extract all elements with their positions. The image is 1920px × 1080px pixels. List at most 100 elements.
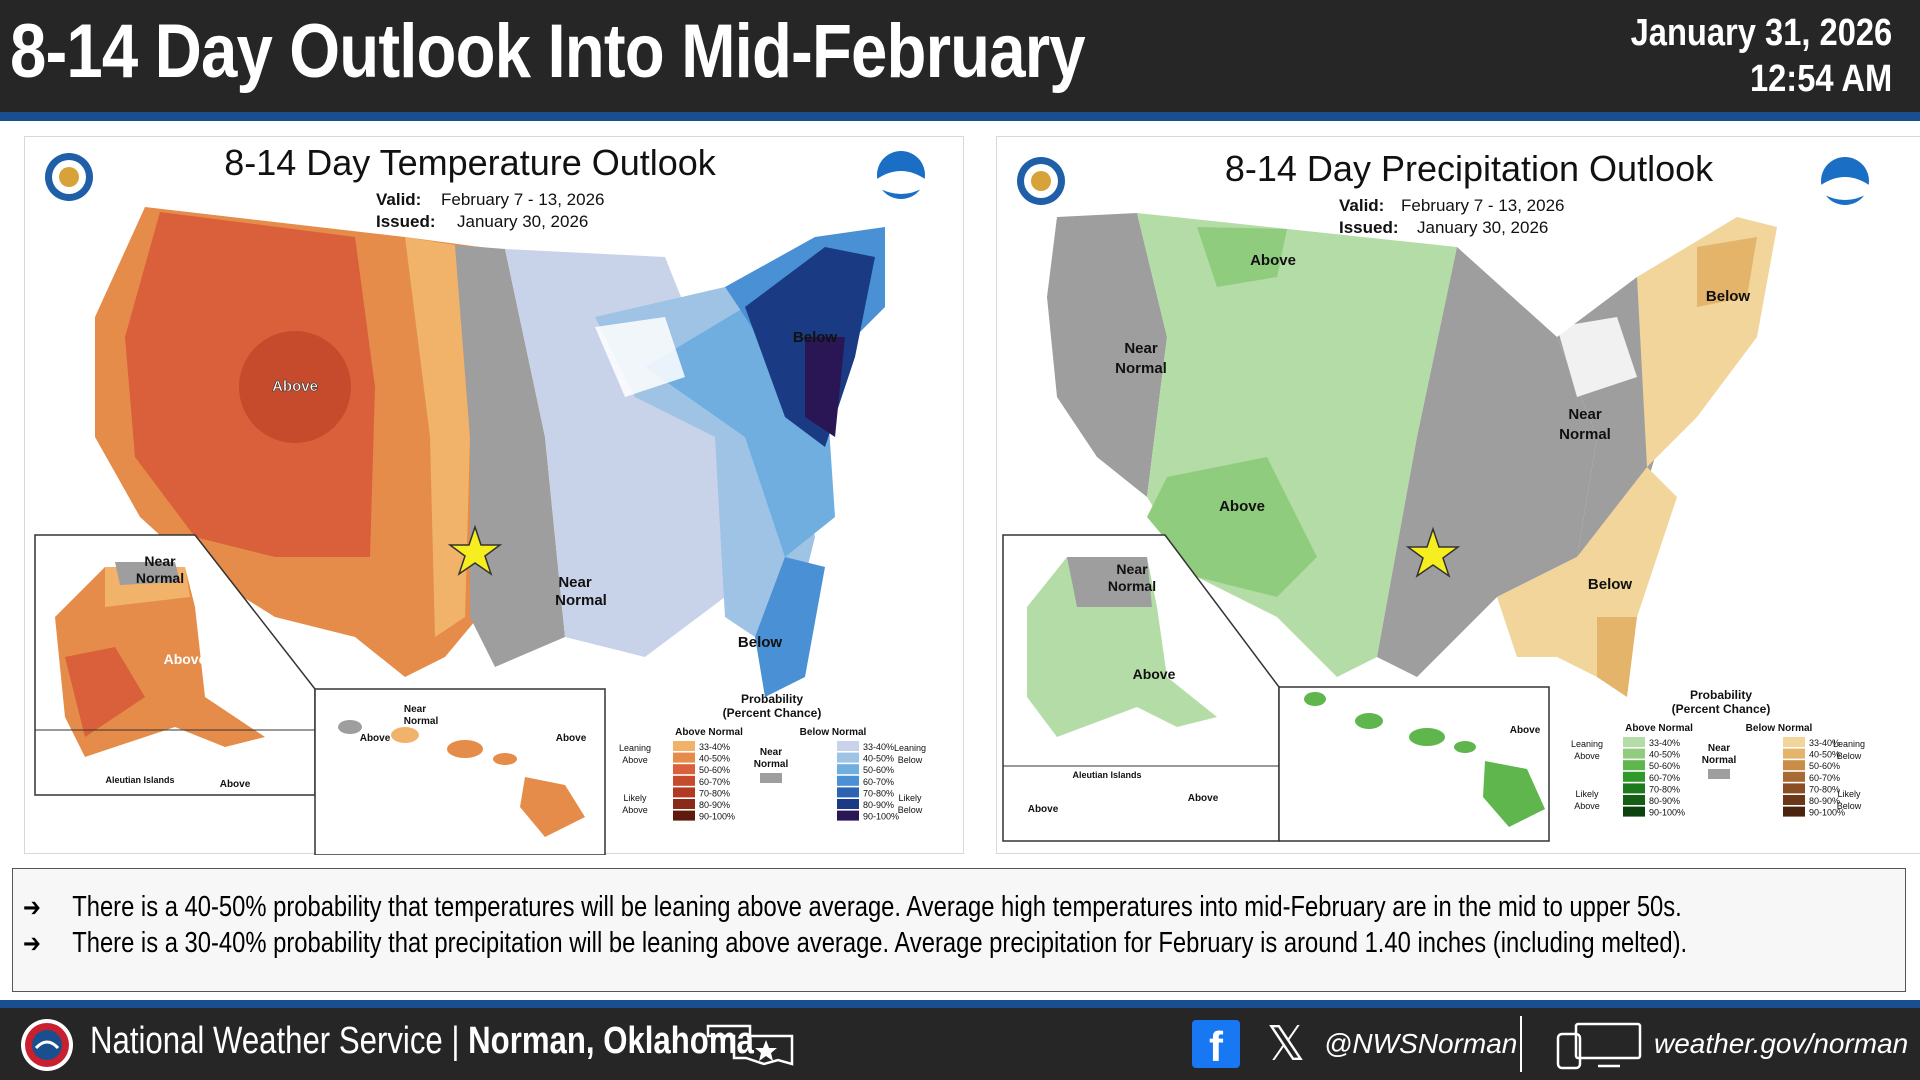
legend-swatch-below (1783, 771, 1805, 782)
aleutian-above: Above (220, 779, 251, 790)
legend-swatch-below (1783, 795, 1805, 805)
arrow-icon: ➔ (23, 893, 41, 923)
alaska-inset (1002, 534, 1280, 842)
issued-label: Issued: (376, 212, 436, 231)
legend-above-header: Above Normal (675, 727, 743, 738)
legend-range-above: 33-40% (1649, 738, 1680, 748)
page-title: 8-14 Day Outlook Into Mid-February (10, 9, 1086, 94)
valid-value: February 7 - 13, 2026 (441, 190, 604, 209)
legend-likely-above-2: Above (622, 805, 648, 815)
hi-near-1: Near (404, 704, 426, 715)
label-near-e-2: Normal (1559, 426, 1611, 443)
arrow-icon: ➔ (23, 929, 41, 959)
legend-swatch-above (1623, 783, 1645, 794)
hi-above-e: Above (556, 733, 587, 744)
info-box: ➔ There is a 40-50% probability that temp… (12, 868, 1906, 992)
label-below-ne: Below (1706, 288, 1751, 305)
legend-leaning-above-2: Above (1574, 751, 1600, 761)
footer-org: National Weather Service | (90, 1020, 469, 1062)
hi-above-w: Above (360, 733, 391, 744)
legend-swatch-below (837, 752, 859, 763)
legend-swatch-below (1783, 783, 1805, 794)
legend-leaning-above-2: Above (622, 755, 648, 765)
legend-swatch-above (673, 741, 695, 751)
legend-swatch-below (837, 741, 859, 751)
label-near-w-2: Normal (1115, 360, 1167, 377)
legend-near-2: Normal (754, 759, 789, 770)
legend-swatch-above (1623, 748, 1645, 759)
legend-swatch-below (1783, 737, 1805, 747)
temp-map-title: 8-14 Day Temperature Outlook (224, 142, 717, 183)
legend-near-2: Normal (1702, 755, 1737, 766)
aleutian-label: Aleutian Islands (105, 775, 174, 785)
date-time: January 31, 2026 12:54 AM (1630, 10, 1892, 102)
legend-swatch-above (1623, 806, 1645, 817)
ak-near-1: Near (1116, 561, 1148, 577)
legend-range-below: 90-100% (1809, 808, 1845, 818)
legend-leaning-below-2: Below (898, 755, 923, 765)
header-bar: 8-14 Day Outlook Into Mid-February Janua… (0, 0, 1920, 112)
website-link[interactable]: weather.gov/norman (1654, 1028, 1909, 1059)
precipitation-legend: Probability (Percent Chance) Above Norma… (1571, 688, 1865, 818)
norman-star-icon (447, 524, 503, 576)
legend-range-above: 50-60% (1649, 761, 1680, 771)
legend-leaning-below-1: Leaning (1833, 739, 1865, 749)
label-near-w-1: Near (1124, 340, 1158, 357)
legend-title-2: (Percent Chance) (723, 706, 822, 720)
legend-range-above: 80-90% (1649, 796, 1680, 806)
legend-below-header: Below Normal (1746, 723, 1813, 734)
social-handle[interactable]: @NWSNorman (1324, 1028, 1518, 1059)
issued-value: January 30, 2026 (1417, 218, 1548, 237)
label-below-fl: Below (1588, 576, 1633, 593)
temperature-legend: Probability (Percent Chance) Above Norma… (619, 692, 926, 822)
legend-title-1: Probability (741, 692, 803, 706)
legend-range-above: 70-80% (699, 788, 730, 798)
header-date: January 31, 2026 (1630, 12, 1892, 54)
label-above: Above (272, 378, 318, 395)
norman-star-icon (1405, 526, 1461, 578)
noaa-logo-icon (877, 151, 925, 199)
label-near-e-1: Near (1568, 406, 1602, 423)
legend-above-header: Above Normal (1625, 723, 1693, 734)
legend-range-above: 40-50% (1649, 750, 1680, 760)
info-bullet-2-text: There is a 30-40% probability that preci… (72, 927, 1688, 959)
legend-below-header: Below Normal (800, 727, 867, 738)
doc-seal-icon (1017, 157, 1065, 205)
legend-range-below: 50-60% (1809, 761, 1840, 771)
nws-logo-icon (21, 1019, 73, 1071)
ak-above: Above (164, 651, 207, 667)
label-below-fl: Below (738, 634, 783, 651)
footer-org-text: National Weather Service | Norman, Oklah… (90, 1020, 754, 1063)
oklahoma-outline-icon (706, 1024, 794, 1066)
legend-leaning-above-1: Leaning (1571, 739, 1603, 749)
legend-swatch-above (1623, 795, 1645, 805)
legend-range-above: 40-50% (699, 754, 730, 764)
valid-label: Valid: (1339, 196, 1384, 215)
precip-map-title: 8-14 Day Precipitation Outlook (1225, 148, 1714, 189)
info-bullet-1-text: There is a 40-50% probability that tempe… (72, 891, 1682, 923)
legend-range-below: 40-50% (1809, 750, 1840, 760)
legend-likely-above-1: Likely (1575, 789, 1599, 799)
legend-likely-above-1: Likely (623, 793, 647, 803)
footer-bar: National Weather Service | Norman, Oklah… (0, 1008, 1920, 1080)
legend-near-swatch (760, 773, 782, 783)
aleutian-label: Aleutian Islands (1072, 770, 1141, 780)
legend-swatch-above (1623, 771, 1645, 782)
temperature-outlook-panel: 8-14 Day Temperature Outlook Valid: Febr… (24, 136, 964, 855)
valid-label: Valid: (376, 190, 421, 209)
info-bullet-precipitation: ➔ There is a 30-40% probability that prec… (23, 927, 1687, 960)
x-icon[interactable]: 𝕏 (1266, 1016, 1306, 1072)
hawaii-inset (1278, 686, 1550, 842)
hi-above: Above (1510, 725, 1541, 736)
legend-range-below: 33-40% (863, 742, 894, 752)
facebook-icon[interactable]: f (1192, 1020, 1240, 1070)
legend-likely-below-1: Likely (898, 793, 922, 803)
ak-above: Above (1133, 666, 1176, 682)
hi-near-2: Normal (404, 716, 439, 727)
legend-range-above: 60-70% (699, 777, 730, 787)
legend-range-above: 50-60% (699, 765, 730, 775)
legend-range-above: 33-40% (699, 742, 730, 752)
legend-range-below: 90-100% (863, 812, 899, 822)
legend-swatch-below (837, 799, 859, 809)
legend-range-below: 33-40% (1809, 738, 1840, 748)
